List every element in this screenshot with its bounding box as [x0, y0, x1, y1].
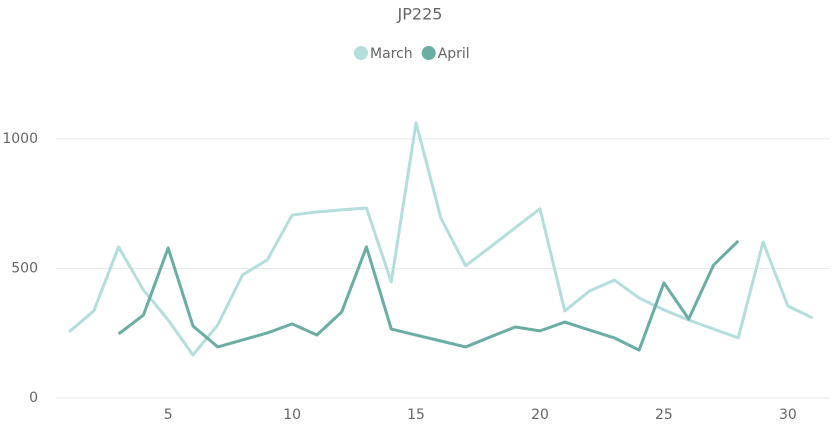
line-series — [68, 121, 814, 357]
y-tick-label: 0 — [29, 390, 38, 406]
x-tick-label: 25 — [655, 407, 673, 423]
y-tick-label: 1000 — [2, 131, 38, 147]
x-tick-label: 5 — [164, 407, 173, 423]
legend-label: April — [438, 46, 470, 62]
x-tick-label: 30 — [779, 407, 797, 423]
x-tick-label: 10 — [283, 407, 301, 423]
legend-marker — [354, 46, 368, 60]
legend-marker — [421, 46, 436, 60]
x-tick-label: 15 — [407, 407, 425, 423]
line-series — [117, 239, 740, 352]
legend-label: March — [370, 46, 413, 62]
y-tick-label: 500 — [11, 260, 38, 276]
x-tick-label: 20 — [531, 407, 549, 423]
chart-title: JP225 — [397, 5, 443, 24]
